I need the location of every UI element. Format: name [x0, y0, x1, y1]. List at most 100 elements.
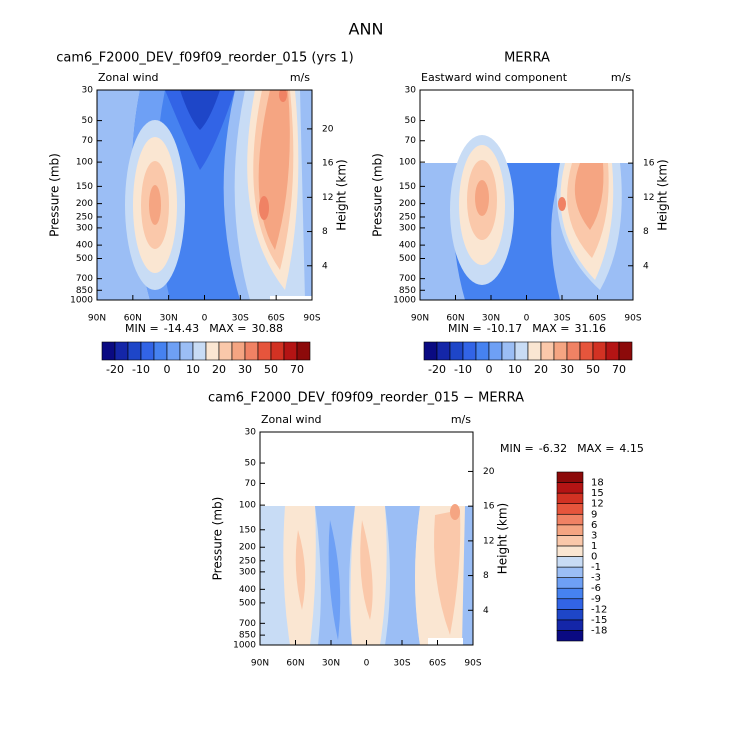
y-tick-label: 850 [76, 286, 93, 296]
y-axis-label: Pressure (mb) [371, 153, 385, 237]
y2-tick-label: 12 [643, 193, 654, 203]
y2-tick-label: 12 [322, 193, 333, 203]
y-tick-label: 400 [239, 585, 256, 595]
panel-title: MERRA [504, 51, 550, 66]
colorbar-box [556, 566, 584, 578]
colorbar-box [449, 341, 464, 361]
colorbar-box [605, 341, 620, 361]
colorbar-label: 10 [508, 363, 522, 376]
y-tick-label: 30 [245, 428, 257, 438]
y2-tick-label: 16 [322, 159, 334, 169]
y-tick-label: 300 [239, 567, 256, 577]
min-max: MIN = -6.32 MAX = 4.15 [500, 442, 644, 455]
x-tick-label: 60S [589, 314, 606, 324]
colorbar-box [192, 341, 207, 361]
subtitle-right: m/s [290, 71, 310, 84]
y-tick-label: 50 [405, 116, 417, 126]
colorbar-label: 3 [591, 530, 597, 541]
y-tick-label: 150 [239, 525, 256, 535]
colorbar-label: 10 [186, 363, 200, 376]
colorbar-box [566, 341, 581, 361]
y2-tick-label: 12 [483, 536, 494, 546]
y2-tick-label: 8 [322, 227, 328, 237]
y-tick-label: 850 [399, 286, 416, 296]
subtitle-right: m/s [611, 71, 631, 84]
colorbar-box [488, 341, 503, 361]
y2-axis-label: Height (km) [496, 503, 510, 574]
y2-axis-label: Height (km) [335, 159, 349, 230]
colorbar-label: -1 [591, 562, 601, 573]
colorbar-box [553, 341, 568, 361]
figure-title: ANN [349, 20, 384, 39]
colorbar-box [556, 556, 584, 568]
min-max-max-label: MAX = [577, 442, 614, 455]
min-max-min-label: MIN = [125, 322, 159, 335]
x-tick-label: 90S [624, 314, 641, 324]
x-tick-label: 30N [482, 314, 500, 324]
y-tick-label: 400 [399, 241, 416, 251]
min-max-min: -6.32 [539, 442, 567, 455]
y-tick-label: 1000 [70, 296, 93, 306]
colorbar-box [540, 341, 555, 361]
colorbar-label: -12 [591, 604, 607, 615]
y-tick-label: 300 [76, 223, 93, 233]
subtitle-right: m/s [451, 413, 471, 426]
contour-field [420, 90, 633, 300]
colorbar-label: -3 [591, 573, 601, 584]
y-tick-label: 50 [82, 116, 94, 126]
colorbar-box [153, 341, 168, 361]
y2-tick-label: 20 [483, 467, 495, 477]
y-tick-label: 700 [399, 274, 416, 284]
y-tick-label: 200 [239, 543, 256, 553]
colorbar-label: 20 [212, 363, 226, 376]
contour-field [260, 432, 473, 645]
y-tick-label: 400 [76, 241, 93, 251]
colorbar-box [556, 513, 584, 526]
colorbar-box [579, 341, 594, 361]
y-tick-label: 100 [239, 501, 256, 511]
min-max-max: 4.15 [619, 442, 644, 455]
colorbar-label: 0 [164, 363, 171, 376]
colorbar-box [179, 341, 194, 361]
y-tick-label: 200 [399, 199, 416, 209]
y-tick-label: 70 [245, 479, 257, 489]
colorbar-box [556, 545, 584, 557]
min-max-min: -10.17 [487, 322, 522, 335]
min-max-max-label: MAX = [209, 322, 246, 335]
y2-tick-label: 4 [322, 261, 328, 271]
y-tick-label: 500 [239, 598, 256, 608]
min-max: MIN = -14.43 MAX = 30.88 [125, 322, 283, 335]
y-tick-label: 100 [399, 158, 416, 168]
colorbar-box [556, 619, 584, 631]
colorbar-box [514, 341, 529, 361]
colorbar-label: 12 [591, 499, 604, 510]
colorbar-label: -15 [591, 615, 607, 626]
y-tick-label: 200 [76, 199, 93, 209]
colorbar-label: 6 [591, 520, 597, 531]
colorbar-box [205, 341, 220, 361]
colorbar-label: 18 [591, 478, 604, 489]
colorbar-box [592, 341, 607, 361]
colorbar-box [114, 341, 129, 361]
colorbar-label: -20 [106, 363, 124, 376]
y-tick-label: 70 [82, 136, 94, 146]
y-axis-label: Pressure (mb) [48, 153, 62, 237]
y-tick-label: 500 [399, 254, 416, 264]
colorbar-box [556, 482, 584, 494]
subtitle-left: Zonal wind [261, 413, 322, 426]
min-max-min-label: MIN = [448, 322, 482, 335]
x-tick-label: 30S [232, 314, 249, 324]
y-tick-label: 700 [239, 619, 256, 629]
colorbar-box [436, 341, 451, 361]
y2-axis-label: Height (km) [656, 159, 670, 230]
panel-title: cam6_F2000_DEV_f09f09_reorder_015 (yrs 1… [56, 51, 354, 66]
y-tick-label: 150 [399, 182, 416, 192]
colorbar-label: 0 [486, 363, 493, 376]
colorbar-box [556, 609, 584, 621]
colorbar-box [101, 341, 116, 361]
y-tick-label: 850 [239, 631, 256, 641]
y-tick-label: 100 [76, 158, 93, 168]
x-tick-label: 90N [88, 314, 106, 324]
colorbar-box [556, 524, 584, 536]
